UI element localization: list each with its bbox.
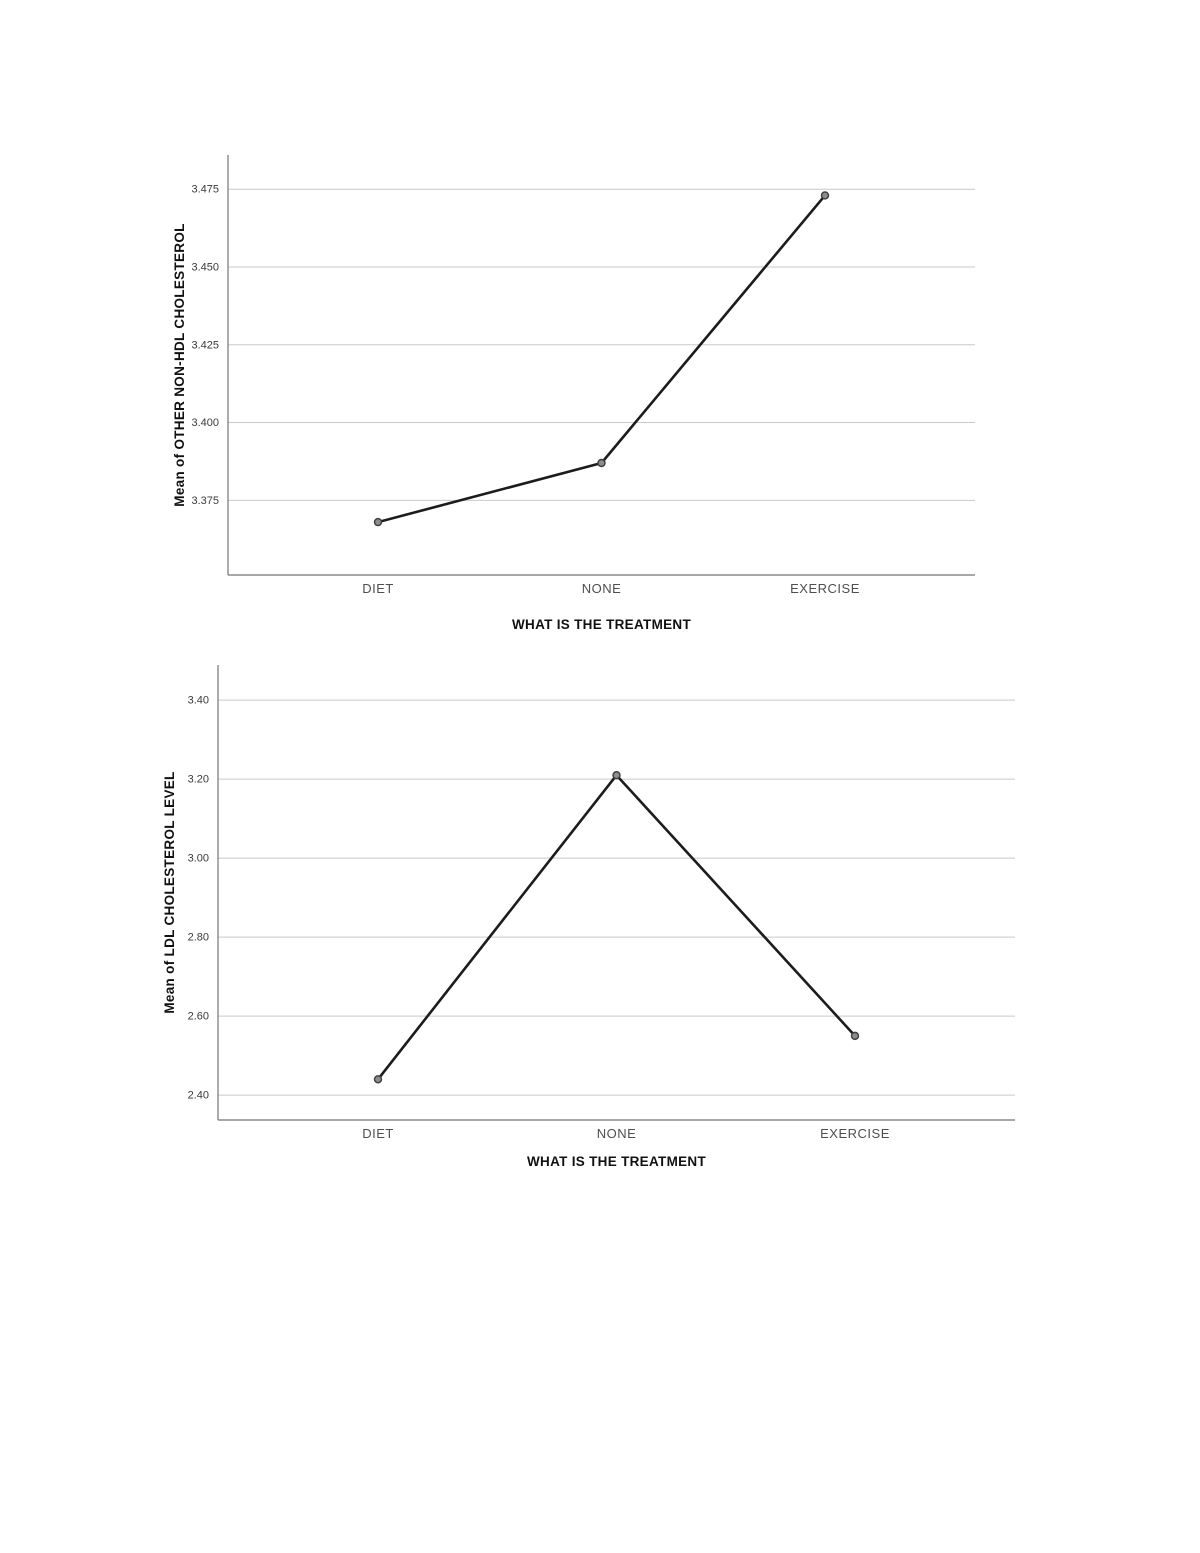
y-tick-label: 3.425 — [191, 339, 219, 351]
chart-non-hdl-cholesterol-means-plot: 3.375 3.400 3.425 3.450 3.475 DIET NONE EXERCIS… — [170, 150, 980, 650]
series-line — [376, 773, 856, 1081]
y-tick-label: 3.00 — [188, 853, 209, 865]
y-tick-label: 3.20 — [188, 774, 209, 786]
series-line — [377, 194, 826, 524]
x-category-label: EXERCISE — [820, 1126, 890, 1141]
data-point — [373, 1075, 383, 1084]
y-tick-label: 3.375 — [191, 495, 219, 507]
x-category-label: DIET — [362, 581, 394, 596]
data-point — [373, 517, 383, 527]
data-point — [597, 458, 606, 468]
x-axis-title: WHAT IS THE TREATMENT — [527, 1154, 706, 1169]
data-point — [612, 770, 621, 780]
y-axis-title: Mean of OTHER NON-HDL CHOLESTEROL — [172, 223, 187, 506]
x-category-label: EXERCISE — [790, 581, 860, 596]
y-tick-label: 2.40 — [188, 1090, 209, 1102]
chart-ldl-cholesterol-means-plot: 2.40 2.60 2.80 3.00 3.20 3.40 DIET NONE EXERCISE… — [160, 660, 1030, 1180]
x-category-label: DIET — [362, 1126, 394, 1141]
line-chart-canvas: 2.40 2.60 2.80 3.00 3.20 3.40 DIET NONE EXERCISE… — [162, 665, 1015, 1169]
y-axis-title: Mean of LDL CHOLESTEROL LEVEL — [162, 771, 177, 1013]
y-tick-label: 2.60 — [188, 1011, 209, 1023]
y-tick-label: 3.40 — [188, 695, 209, 707]
y-tick-label: 3.450 — [191, 262, 219, 274]
y-tick-label: 3.475 — [191, 184, 219, 196]
data-point — [850, 1031, 860, 1041]
y-tick-label: 2.80 — [188, 932, 209, 944]
x-category-label: NONE — [597, 1126, 637, 1141]
data-point — [820, 191, 830, 200]
y-tick-label: 3.400 — [191, 417, 219, 429]
line-chart-canvas: 3.375 3.400 3.425 3.450 3.475 DIET NONE EXERCIS… — [172, 155, 975, 632]
x-category-label: NONE — [582, 581, 622, 596]
x-axis-title: WHAT IS THE TREATMENT — [512, 617, 691, 632]
